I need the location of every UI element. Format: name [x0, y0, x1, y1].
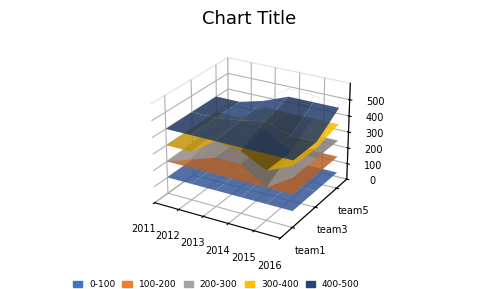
- Title: Chart Title: Chart Title: [203, 10, 297, 27]
- Legend: 0-100, 100-200, 200-300, 300-400, 400-500: 0-100, 100-200, 200-300, 300-400, 400-50…: [69, 277, 363, 289]
